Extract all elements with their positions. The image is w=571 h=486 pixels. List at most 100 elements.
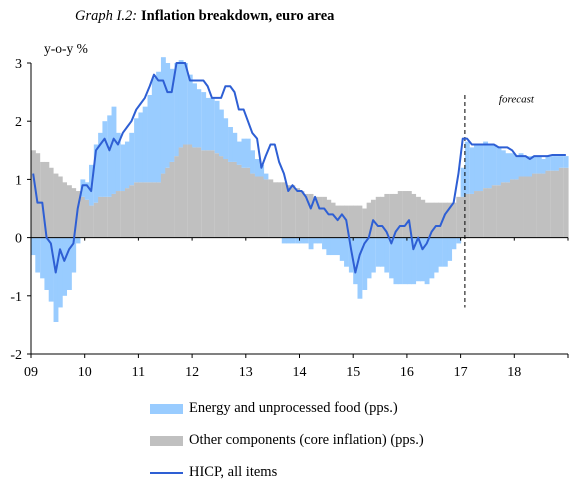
energy-bar xyxy=(510,153,515,180)
energy-bar xyxy=(514,156,520,180)
legend-label-core: Other components (core inflation) (pps.) xyxy=(189,432,424,448)
core-bar xyxy=(142,182,148,238)
hicp-line xyxy=(32,62,566,274)
energy-bar xyxy=(536,156,542,174)
core-bar xyxy=(156,182,161,238)
energy-bar xyxy=(518,153,524,177)
core-bar xyxy=(178,147,184,238)
energy-bar xyxy=(214,100,220,154)
core-bar xyxy=(84,199,90,238)
core-bar xyxy=(411,193,417,238)
energy-bar xyxy=(312,237,318,244)
energy-bar xyxy=(491,144,497,186)
core-bar xyxy=(62,182,68,238)
core-bar xyxy=(276,182,282,238)
y-tick-label: 3 xyxy=(15,57,22,72)
energy-bar xyxy=(182,63,188,145)
core-bar xyxy=(550,170,556,238)
energy-bar xyxy=(317,237,323,244)
core-bar xyxy=(545,170,551,238)
energy-bar xyxy=(44,237,50,290)
energy-bar xyxy=(53,237,59,322)
energy-bar xyxy=(326,237,332,256)
core-bar xyxy=(424,202,430,238)
core-bar xyxy=(393,193,399,238)
energy-bar xyxy=(228,127,233,162)
core-bar xyxy=(98,196,103,238)
energy-bar xyxy=(527,156,533,177)
energy-bar xyxy=(487,144,493,189)
core-bar xyxy=(416,196,421,238)
energy-bar xyxy=(344,237,349,267)
legend-label-energy: Energy and unprocessed food (pps.) xyxy=(189,400,398,416)
energy-bar xyxy=(545,156,551,171)
energy-bar xyxy=(250,150,255,174)
energy-bar xyxy=(295,237,301,244)
y-axis-label: y-o-y % xyxy=(44,41,88,56)
core-bar xyxy=(53,173,59,238)
core-bar xyxy=(375,196,381,238)
energy-bar xyxy=(483,141,489,189)
chart-title: Graph I.2: Inflation breakdown, euro area xyxy=(75,8,335,24)
energy-bar xyxy=(357,237,363,299)
core-bar xyxy=(469,193,475,238)
energy-bar xyxy=(330,237,336,256)
core-bar xyxy=(322,196,327,238)
y-tick-label: -2 xyxy=(10,348,22,363)
core-bar xyxy=(335,205,341,238)
core-bar xyxy=(491,185,497,238)
core-bar xyxy=(447,202,453,238)
energy-bar xyxy=(93,144,99,203)
energy-bar xyxy=(71,237,77,273)
energy-bar xyxy=(541,159,547,174)
energy-bar xyxy=(245,138,251,168)
core-bar xyxy=(420,199,426,238)
core-bar xyxy=(281,182,287,238)
energy-bar xyxy=(397,237,403,285)
core-bar xyxy=(57,176,63,238)
energy-bar xyxy=(299,237,305,244)
energy-bar xyxy=(464,141,470,194)
core-bar xyxy=(80,196,86,238)
core-bar xyxy=(250,173,255,238)
core-bar xyxy=(93,202,99,238)
energy-bar xyxy=(124,141,130,189)
energy-bar xyxy=(84,182,90,200)
energy-bar xyxy=(115,132,121,192)
energy-bar xyxy=(438,237,443,267)
energy-bar xyxy=(335,237,341,256)
core-bar xyxy=(44,161,50,238)
energy-bar xyxy=(469,147,475,194)
core-bar xyxy=(295,188,301,238)
x-tick-label: 10 xyxy=(78,365,92,380)
energy-bar xyxy=(353,237,359,285)
core-bar xyxy=(196,147,202,238)
core-bar xyxy=(147,182,153,238)
x-tick-label: 13 xyxy=(239,365,253,380)
core-bar xyxy=(510,179,515,238)
energy-bar xyxy=(474,144,479,192)
core-bar xyxy=(487,188,493,238)
energy-bar xyxy=(523,156,529,177)
energy-bar xyxy=(232,132,238,162)
bars-layer xyxy=(31,57,569,322)
core-bar xyxy=(429,202,435,238)
energy-bar xyxy=(62,237,68,296)
energy-bar xyxy=(389,237,395,279)
energy-bar xyxy=(366,237,372,279)
chart-title-prefix: Graph I.2: xyxy=(75,8,137,24)
energy-bar xyxy=(429,237,435,279)
lines-layer xyxy=(32,62,566,308)
core-bar xyxy=(272,182,278,238)
core-bar xyxy=(48,167,54,238)
energy-bar xyxy=(362,237,368,290)
core-bar xyxy=(353,205,359,238)
y-tick-label: 2 xyxy=(15,115,22,130)
core-bar xyxy=(442,202,448,238)
legend-item-core: Other components (core inflation) (pps.) xyxy=(150,432,424,449)
energy-bar xyxy=(411,237,417,285)
core-bar xyxy=(120,191,126,238)
x-tick-label: 14 xyxy=(293,365,307,380)
